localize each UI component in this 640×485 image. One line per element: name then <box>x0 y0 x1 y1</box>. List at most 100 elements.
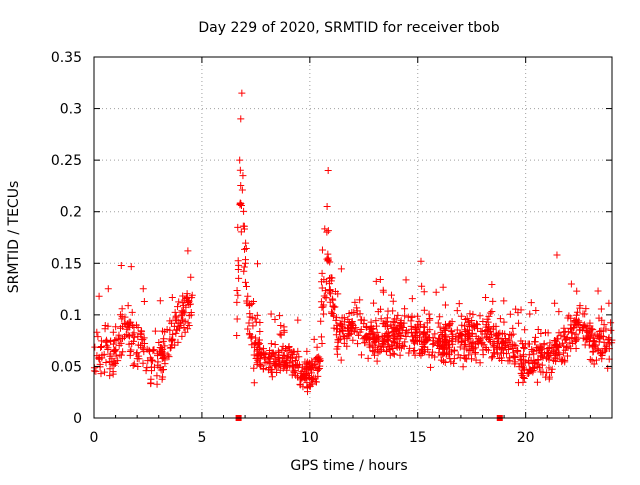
data-point <box>427 363 435 371</box>
data-point <box>564 352 572 360</box>
data-point <box>234 291 242 299</box>
data-point <box>512 305 520 313</box>
data-point <box>441 327 449 335</box>
data-point <box>461 340 469 348</box>
data-point <box>129 362 137 370</box>
data-point <box>413 312 421 320</box>
data-point <box>515 363 523 371</box>
data-point <box>254 340 262 348</box>
data-point <box>253 351 261 359</box>
data-point <box>544 329 552 337</box>
data-point <box>521 326 529 334</box>
data-point <box>143 364 151 372</box>
data-point <box>384 341 392 349</box>
data-point <box>437 328 445 336</box>
data-point <box>310 335 318 343</box>
data-point <box>306 382 314 390</box>
data-point <box>318 303 326 311</box>
data-point <box>274 347 282 355</box>
data-point <box>354 340 362 348</box>
data-point <box>369 347 377 355</box>
data-point <box>354 331 362 339</box>
data-point <box>377 342 385 350</box>
data-point <box>391 333 399 341</box>
data-point <box>488 354 496 362</box>
y-tick-label: 0.35 <box>51 50 82 66</box>
data-point <box>178 310 186 318</box>
data-point <box>141 339 149 347</box>
data-point <box>157 366 165 374</box>
data-point <box>511 358 519 366</box>
data-point <box>532 307 540 315</box>
data-point <box>607 326 615 334</box>
data-point <box>393 343 401 351</box>
data-point <box>240 245 248 253</box>
data-point <box>388 341 396 349</box>
data-point <box>175 298 183 306</box>
data-point <box>298 363 306 371</box>
data-point <box>260 345 268 353</box>
data-point <box>551 354 559 362</box>
data-point <box>559 356 567 364</box>
data-point <box>112 336 120 344</box>
data-point <box>598 351 606 359</box>
data-point <box>282 359 290 367</box>
data-point <box>358 316 366 324</box>
data-point <box>236 201 244 209</box>
data-point <box>109 340 117 348</box>
data-point <box>510 341 518 349</box>
data-point <box>392 342 400 350</box>
data-point <box>276 312 284 320</box>
data-point <box>389 337 397 345</box>
data-point <box>466 310 474 318</box>
data-point <box>463 345 471 353</box>
data-point <box>605 299 613 307</box>
data-point <box>126 347 134 355</box>
data-point <box>384 328 392 336</box>
data-point <box>244 325 252 333</box>
data-point <box>575 326 583 334</box>
data-point <box>329 302 337 310</box>
data-point <box>332 316 340 324</box>
data-point <box>249 322 257 330</box>
data-point <box>298 368 306 376</box>
data-point <box>488 281 496 289</box>
data-point <box>111 346 119 354</box>
data-point <box>526 310 534 318</box>
data-point <box>174 338 182 346</box>
data-point <box>115 331 123 339</box>
data-point <box>432 288 440 296</box>
data-point <box>566 339 574 347</box>
data-point <box>325 274 333 282</box>
data-point <box>567 280 575 288</box>
data-point <box>466 335 474 343</box>
data-point <box>548 365 556 373</box>
data-point <box>436 313 444 321</box>
data-point <box>441 301 449 309</box>
data-point <box>539 353 547 361</box>
data-point <box>357 326 365 334</box>
data-point <box>179 307 187 315</box>
data-point <box>100 350 108 358</box>
data-point <box>426 316 434 324</box>
data-point <box>529 347 537 355</box>
data-point <box>95 354 103 362</box>
data-point <box>106 372 114 380</box>
data-point <box>472 356 480 364</box>
data-point <box>531 359 539 367</box>
data-point <box>138 335 146 343</box>
data-point <box>533 347 541 355</box>
data-point <box>434 319 442 327</box>
data-point <box>389 307 397 315</box>
data-point <box>295 353 303 361</box>
data-point <box>500 318 508 326</box>
data-point <box>431 330 439 338</box>
data-point <box>236 166 244 174</box>
data-point <box>256 319 264 327</box>
x-tick-label: 10 <box>301 430 319 446</box>
data-point <box>519 374 527 382</box>
data-point <box>443 345 451 353</box>
data-point <box>161 328 169 336</box>
data-point <box>331 303 339 311</box>
data-point <box>386 351 394 359</box>
